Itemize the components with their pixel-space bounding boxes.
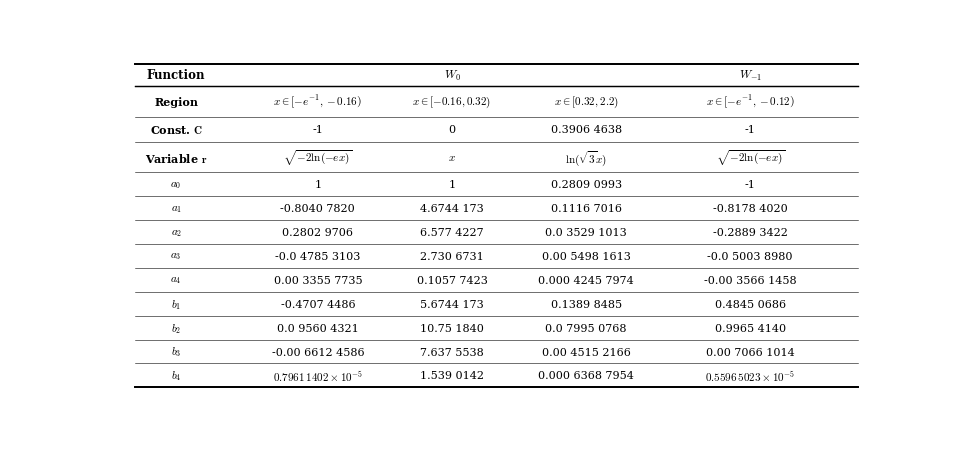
Text: $\sqrt{-2\ln(-ex)}$: $\sqrt{-2\ln(-ex)}$ [715, 148, 784, 168]
Text: Const. $\mathbf{C}$: Const. $\mathbf{C}$ [150, 124, 203, 136]
Text: -0.8178 4020: -0.8178 4020 [712, 204, 787, 214]
Text: 0.00 7066 1014: 0.00 7066 1014 [705, 347, 794, 357]
Text: 0.00 5498 1613: 0.00 5498 1613 [541, 252, 630, 262]
Text: $x$: $x$ [448, 153, 456, 163]
Text: Function: Function [146, 69, 205, 82]
Text: $0.5596\,5023\times 10^{-5}$: $0.5596\,5023\times 10^{-5}$ [704, 368, 795, 383]
Text: 1.539 0142: 1.539 0142 [420, 371, 483, 381]
Text: 0.1389 8485: 0.1389 8485 [550, 299, 621, 309]
Text: Variable $\mathbf{r}$: Variable $\mathbf{r}$ [145, 152, 208, 164]
Text: 0.2802 9706: 0.2802 9706 [282, 228, 353, 238]
Text: 0.000 6368 7954: 0.000 6368 7954 [538, 371, 633, 381]
Text: 7.637 5538: 7.637 5538 [420, 347, 483, 357]
Text: $x\in\left[-e^{-1},-0.12\right)$: $x\in\left[-e^{-1},-0.12\right)$ [705, 94, 794, 111]
Text: 0.0 7995 0768: 0.0 7995 0768 [545, 323, 627, 333]
Text: $a_4$: $a_4$ [170, 275, 182, 286]
Text: -0.00 3566 1458: -0.00 3566 1458 [703, 275, 796, 285]
Text: $0.7961\,1402\times 10^{-5}$: $0.7961\,1402\times 10^{-5}$ [272, 368, 362, 383]
Text: $b_3$: $b_3$ [171, 345, 182, 359]
Text: 10.75 1840: 10.75 1840 [420, 323, 483, 333]
Text: 1: 1 [448, 180, 456, 190]
Text: -0.4707 4486: -0.4707 4486 [281, 299, 355, 309]
Text: $b_1$: $b_1$ [171, 297, 181, 311]
Text: $x\in[-0.16, 0.32)$: $x\in[-0.16, 0.32)$ [412, 95, 491, 110]
Text: 1: 1 [314, 180, 321, 190]
Text: $\sqrt{-2\ln(-ex)}$: $\sqrt{-2\ln(-ex)}$ [283, 148, 352, 168]
Text: -0.8040 7820: -0.8040 7820 [281, 204, 355, 214]
Text: 0: 0 [448, 125, 456, 135]
Text: $a_1$: $a_1$ [170, 203, 182, 214]
Text: 0.1057 7423: 0.1057 7423 [416, 275, 487, 285]
Text: 0.2809 0993: 0.2809 0993 [550, 180, 621, 190]
Text: $x\in[0.32, 2.2)$: $x\in[0.32, 2.2)$ [554, 95, 618, 110]
Text: -0.0 5003 8980: -0.0 5003 8980 [706, 252, 792, 262]
Text: -0.00 6612 4586: -0.00 6612 4586 [271, 347, 364, 357]
Text: 0.00 3355 7735: 0.00 3355 7735 [273, 275, 361, 285]
Text: 4.6744 173: 4.6744 173 [420, 204, 483, 214]
Text: $a_3$: $a_3$ [170, 251, 182, 262]
Text: 0.1116 7016: 0.1116 7016 [550, 204, 621, 214]
Text: -1: -1 [312, 125, 323, 135]
Text: 2.730 6731: 2.730 6731 [420, 252, 483, 262]
Text: -0.2889 3422: -0.2889 3422 [712, 228, 787, 238]
Text: $a_0$: $a_0$ [170, 179, 182, 190]
Text: $\ln(\sqrt{3}x)$: $\ln(\sqrt{3}x)$ [565, 148, 606, 167]
Text: 6.577 4227: 6.577 4227 [420, 228, 483, 238]
Text: 0.0 3529 1013: 0.0 3529 1013 [545, 228, 627, 238]
Text: 0.4845 0686: 0.4845 0686 [714, 299, 785, 309]
Text: -1: -1 [744, 180, 755, 190]
Text: 0.0 9560 4321: 0.0 9560 4321 [277, 323, 358, 333]
Text: $W_{-1}$: $W_{-1}$ [738, 69, 761, 83]
Text: 0.9965 4140: 0.9965 4140 [714, 323, 785, 333]
Text: 0.000 4245 7974: 0.000 4245 7974 [538, 275, 633, 285]
Text: Region: Region [154, 97, 198, 108]
Text: $x\in\left[-e^{-1},-0.16\right)$: $x\in\left[-e^{-1},-0.16\right)$ [273, 94, 362, 111]
Text: $b_4$: $b_4$ [171, 368, 182, 382]
Text: 5.6744 173: 5.6744 173 [420, 299, 483, 309]
Text: $a_2$: $a_2$ [170, 227, 182, 238]
Text: -1: -1 [744, 125, 755, 135]
Text: 0.3906 4638: 0.3906 4638 [550, 125, 621, 135]
Text: -0.0 4785 3103: -0.0 4785 3103 [275, 252, 360, 262]
Text: $b_2$: $b_2$ [171, 321, 181, 335]
Text: 0.00 4515 2166: 0.00 4515 2166 [541, 347, 630, 357]
Text: $W_0$: $W_0$ [443, 69, 460, 83]
